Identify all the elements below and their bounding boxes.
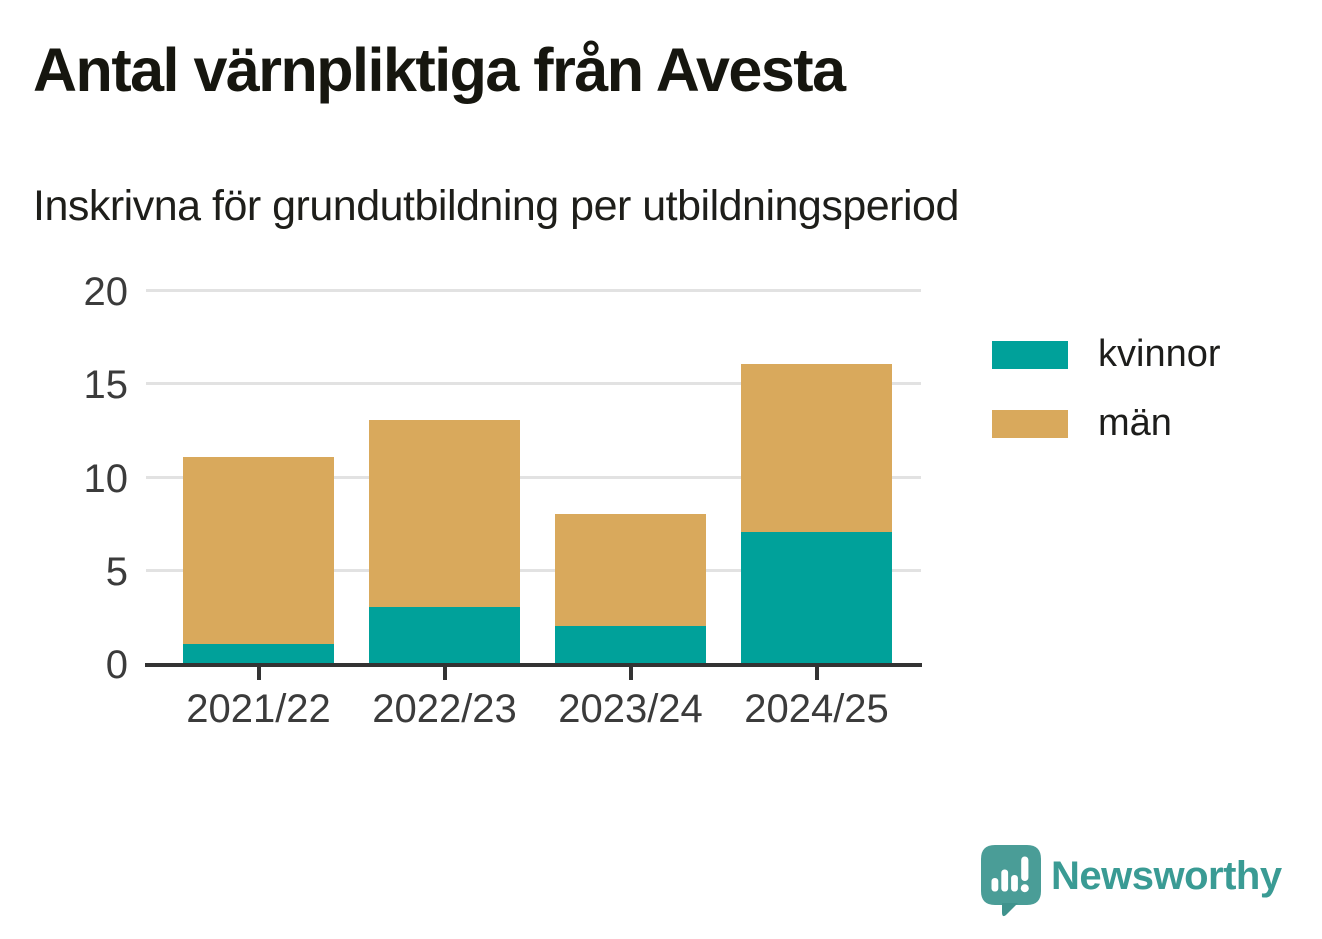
bar-segment-kvinnor-2024/25 bbox=[741, 532, 892, 663]
x-axis-tick-2022/23 bbox=[442, 667, 447, 680]
y-axis-label-10: 10 bbox=[83, 456, 129, 501]
gridline-10 bbox=[146, 475, 921, 479]
bar-segment-män-2024/25 bbox=[741, 364, 892, 532]
x-axis-tick-2024/25 bbox=[814, 667, 819, 680]
newsworthy-logo-text: Newsworthy bbox=[1051, 854, 1282, 898]
bar-segment-män-2021/22 bbox=[183, 457, 334, 644]
x-axis-label-2024/25: 2024/25 bbox=[744, 687, 889, 731]
x-axis-line bbox=[145, 663, 922, 667]
chart-title: Antal värnpliktiga från Avesta bbox=[33, 36, 846, 104]
x-axis-label-2022/23: 2022/23 bbox=[372, 687, 517, 731]
y-axis-label-20: 20 bbox=[83, 270, 129, 314]
gridline-5 bbox=[146, 568, 921, 572]
newsworthy-logo: Newsworthy bbox=[981, 845, 1282, 917]
bar-segment-män-2022/23 bbox=[369, 420, 520, 607]
chart-subtitle: Inskrivna för grundutbildning per utbild… bbox=[33, 182, 959, 230]
x-axis-tick-2023/24 bbox=[628, 667, 633, 680]
newsworthy-logo-icon bbox=[981, 845, 1041, 917]
bar-segment-kvinnor-2023/24 bbox=[555, 626, 706, 663]
gridline-15 bbox=[146, 382, 921, 386]
legend-swatch-kvinnor bbox=[992, 340, 1068, 369]
bar-segment-kvinnor-2022/23 bbox=[369, 607, 520, 663]
legend: kvinnor män bbox=[992, 333, 1221, 472]
x-axis-label-2021/22: 2021/22 bbox=[186, 687, 331, 731]
legend-swatch-man bbox=[992, 409, 1068, 438]
x-axis-tick-2021/22 bbox=[256, 667, 261, 680]
bar-segment-män-2023/24 bbox=[555, 514, 706, 626]
gridline-20 bbox=[146, 289, 921, 292]
bar-segment-kvinnor-2021/22 bbox=[183, 644, 334, 663]
y-axis-label-5: 5 bbox=[105, 549, 128, 594]
legend-label-man: män bbox=[1098, 401, 1172, 444]
y-axis-label-0: 0 bbox=[105, 643, 128, 687]
legend-item-kvinnor: kvinnor bbox=[992, 333, 1221, 376]
legend-item-man: män bbox=[992, 401, 1221, 445]
x-axis-label-2023/24: 2023/24 bbox=[558, 687, 703, 731]
y-axis-label-15: 15 bbox=[83, 363, 129, 408]
legend-label-kvinnor: kvinnor bbox=[1098, 333, 1221, 375]
